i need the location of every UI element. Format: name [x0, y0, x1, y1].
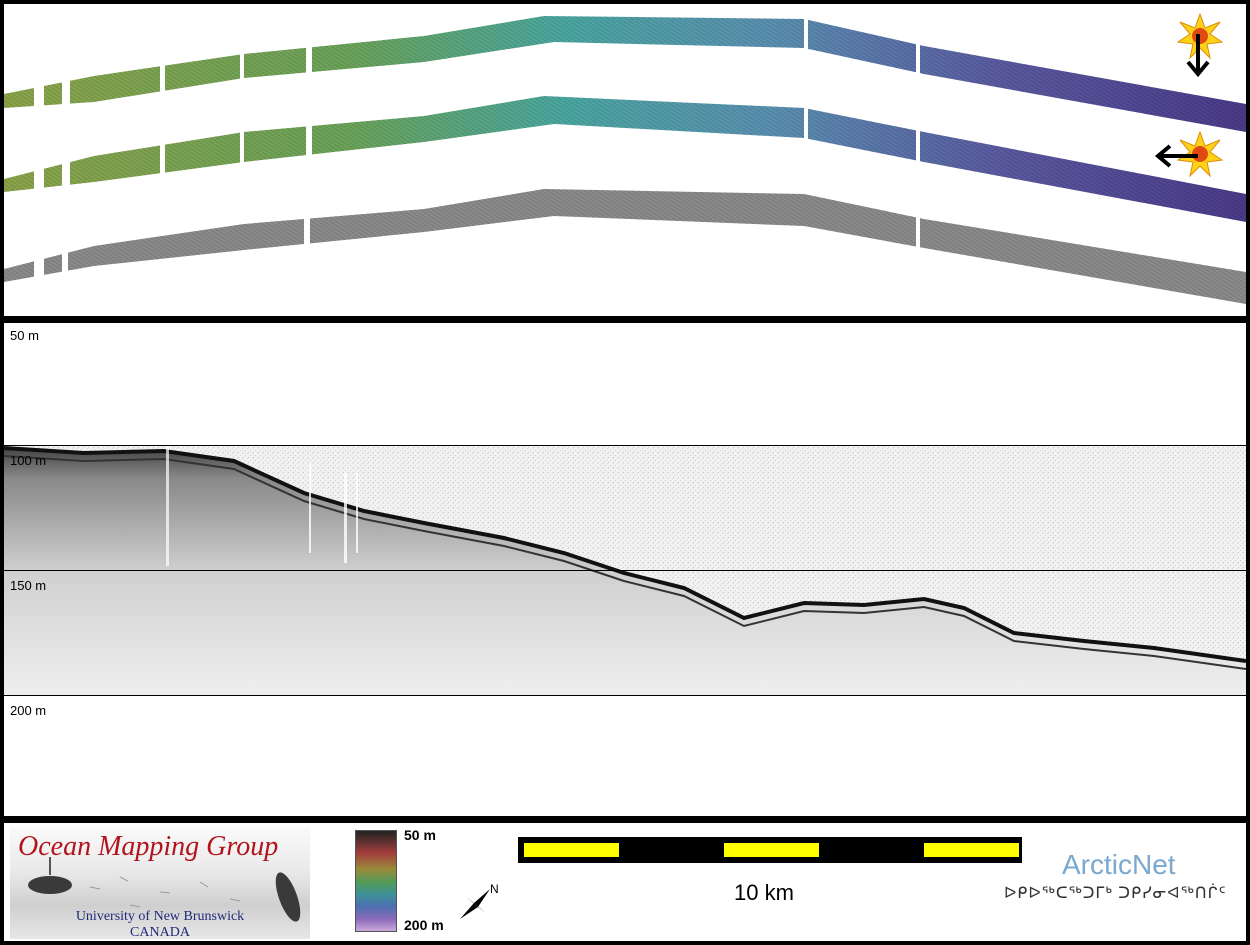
logo-university: University of New Brunswick [75, 909, 245, 924]
ocean-mapping-group-logo: Ocean Mapping Group University of New Br… [10, 827, 310, 939]
swath-map-svg [4, 12, 1246, 304]
subbottom-profile-svg [4, 446, 1246, 696]
depth-label-100m: 100 m [10, 453, 47, 468]
depth-gridline-150m [4, 570, 1246, 571]
bathymetry-swath-east-lit [4, 96, 1246, 222]
arrow-left-icon [1154, 144, 1198, 168]
scale-bar [518, 837, 1022, 863]
arcticnet-inuktitut-text: ᐅᑭᐅᖅᑕᖅᑐᒥᒃ ᑐᑭᓯᓂᐊᖅᑎᒌᑦ [1004, 885, 1227, 902]
logo-art [28, 857, 301, 922]
scale-label: 10 km [734, 880, 794, 905]
arcticnet-logo: ArcticNet [1062, 849, 1176, 880]
depth-label-50m: 50 m [10, 328, 39, 343]
north-label: N [490, 882, 499, 896]
depth-label-200m: 200 m [10, 703, 47, 718]
colorbar-bottom-label: 200 m [404, 917, 444, 933]
depth-gridline-100m [4, 445, 1246, 446]
scale-segment [524, 843, 619, 857]
subbottom-profile-panel: 50 m 100 m 150 m 200 m [4, 323, 1246, 816]
depth-colorbar [355, 830, 397, 932]
north-arrow-icon: N [460, 882, 499, 919]
scale-segment [724, 843, 819, 857]
depth-gridline-200m [4, 695, 1246, 696]
scale-segment [924, 843, 1019, 857]
swath-map-panel [4, 4, 1246, 316]
depth-label-150m: 150 m [10, 578, 47, 593]
legend-panel: Ocean Mapping Group University of New Br… [4, 823, 1246, 941]
backscatter-swath [4, 189, 1246, 304]
colorbar-top-label: 50 m [404, 827, 436, 843]
logo-title: Ocean Mapping Group [18, 831, 279, 862]
bathymetry-swath-north-lit [4, 14, 1246, 132]
arrow-down-icon [1186, 34, 1210, 78]
logo-country: CANADA [130, 925, 190, 939]
